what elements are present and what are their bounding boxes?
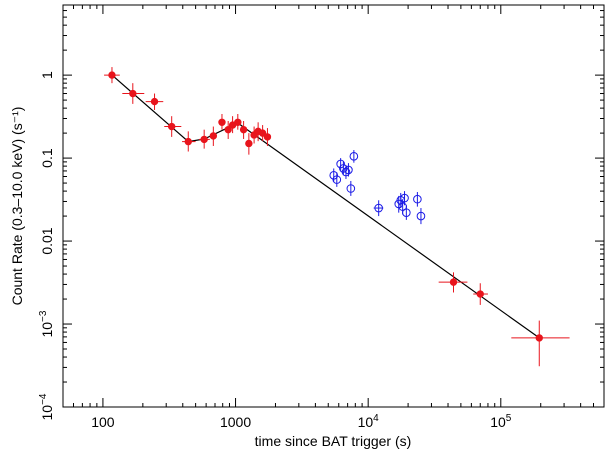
data-point	[218, 113, 226, 130]
data-point	[416, 208, 426, 225]
point-marker	[402, 208, 411, 217]
plot-frame	[62, 4, 605, 408]
data-point	[329, 168, 339, 182]
data-point	[239, 120, 248, 139]
y-tick-label-exponent: −3	[38, 310, 49, 322]
series-1	[104, 67, 570, 367]
y-tick-label: 10−3	[38, 310, 55, 337]
data-point	[402, 205, 411, 220]
point-marker	[535, 334, 543, 342]
data-point	[341, 165, 351, 179]
x-axis-label: time since BAT trigger (s)	[255, 433, 412, 449]
point-marker	[341, 167, 351, 177]
point-marker	[449, 278, 458, 286]
point-marker	[218, 118, 226, 126]
data-point	[122, 83, 145, 104]
data-point	[198, 129, 210, 149]
data-point	[349, 150, 359, 163]
point-marker	[209, 132, 218, 140]
point-marker	[258, 129, 267, 137]
data-point	[224, 120, 232, 139]
x-tick-label: 1000	[220, 414, 251, 430]
point-marker	[344, 165, 353, 175]
point-marker	[476, 290, 484, 298]
point-marker	[416, 211, 426, 221]
data-point	[346, 180, 356, 196]
series-2	[329, 150, 426, 225]
x-tick-label-exponent: 4	[373, 413, 379, 424]
point-marker	[234, 118, 242, 126]
data-point	[234, 113, 242, 130]
x-tick-label: 105	[490, 413, 512, 430]
data-point	[336, 158, 345, 171]
y-tick-label: 1	[39, 71, 55, 79]
data-point	[182, 131, 196, 152]
data-point	[413, 192, 422, 207]
data-point	[228, 116, 237, 134]
data-series	[104, 67, 570, 367]
data-point	[245, 133, 253, 155]
point-marker	[224, 125, 232, 134]
x-tick-label-exponent: 5	[506, 413, 512, 424]
data-point	[263, 128, 272, 146]
point-marker	[129, 89, 137, 98]
point-marker	[400, 193, 409, 203]
point-marker	[108, 71, 116, 79]
y-tick-label-base: 10	[39, 405, 55, 421]
x-tick-label: 104	[358, 413, 380, 430]
point-marker	[200, 135, 208, 144]
data-point	[104, 67, 120, 84]
y-axis-label: Count Rate (0.3–10.0 keV) (s⁻¹)	[9, 107, 25, 306]
minor-ticks	[63, 5, 604, 407]
data-point	[344, 163, 353, 177]
point-marker	[329, 171, 339, 180]
data-point	[373, 200, 384, 217]
y-tick-label: 0.01	[39, 227, 55, 254]
point-marker	[374, 203, 383, 213]
point-marker	[263, 133, 272, 141]
data-point	[511, 320, 570, 367]
data-point	[438, 272, 468, 293]
y-tick-label: 10−4	[38, 393, 55, 420]
point-marker	[245, 139, 253, 148]
x-tick-label-base: 10	[490, 414, 506, 430]
point-marker	[336, 159, 345, 169]
y-tick-label-base: 10	[39, 322, 55, 338]
point-marker	[413, 194, 422, 204]
data-point	[332, 172, 342, 187]
data-point	[145, 93, 164, 110]
x-tick-label-base: 10	[358, 414, 374, 430]
y-tick-label-exponent: −4	[38, 393, 49, 405]
y-tick-label: 0.1	[39, 148, 55, 168]
point-marker	[150, 97, 159, 106]
point-marker	[332, 175, 342, 184]
point-marker	[349, 152, 359, 161]
data-point	[258, 125, 267, 142]
data-point	[164, 116, 182, 137]
point-marker	[346, 184, 356, 193]
point-marker	[167, 122, 176, 131]
data-point	[209, 126, 218, 146]
x-tick-label: 100	[91, 414, 115, 430]
point-marker	[184, 137, 192, 146]
data-point	[400, 191, 409, 206]
data-point	[473, 283, 488, 305]
point-marker	[239, 125, 248, 134]
